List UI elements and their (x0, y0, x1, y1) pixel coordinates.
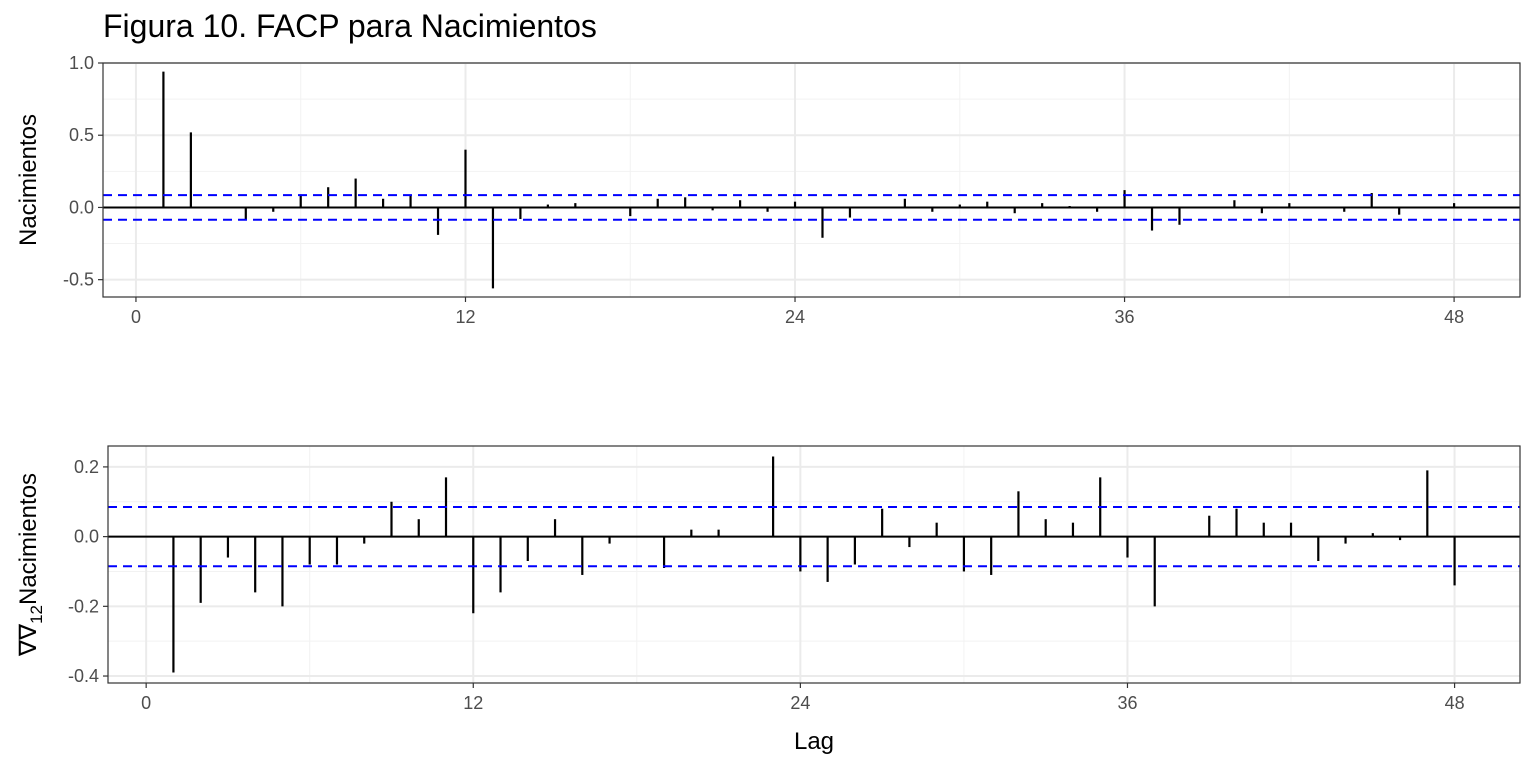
panel-border (107, 445, 1521, 684)
panel-bottom: -0.4 -0.2 0.0 0.2 0 12 24 36 48 ∇∇12Nacimientos La… (15, 445, 1521, 755)
panel-border (102, 62, 1521, 298)
x-tick-label: 12 (463, 693, 483, 713)
y-tick-label: -0.2 (68, 596, 99, 616)
x-tick-label: 36 (1115, 307, 1135, 327)
panel-top: -0.5 0.0 0.5 1.0 0 12 24 36 48 Nacimientos (15, 53, 1521, 327)
x-tick-label: 24 (790, 693, 810, 713)
y-tick-label: 0.0 (74, 527, 99, 547)
y-tick-label: 0.5 (69, 125, 94, 145)
y-tick-label: 0.2 (74, 457, 99, 477)
y-tick-label: 1.0 (69, 53, 94, 73)
x-tick-label: 48 (1445, 693, 1465, 713)
y-axis-label: ∇∇12Nacimientos (15, 473, 46, 657)
y-tick-label: -0.4 (68, 666, 99, 686)
y-tick-label: 0.0 (69, 197, 94, 217)
chart-title: Figura 10. FACP para Nacimientos (103, 8, 597, 44)
x-tick-label: 0 (131, 307, 141, 327)
y-axis-label: Nacimientos (15, 114, 42, 246)
x-tick-label: 12 (455, 307, 475, 327)
x-tick-label: 0 (141, 693, 151, 713)
x-tick-label: 36 (1117, 693, 1137, 713)
x-tick-label: 48 (1444, 307, 1464, 327)
x-axis-label: Lag (794, 728, 834, 755)
y-tick-label: -0.5 (63, 270, 94, 290)
x-tick-label: 24 (785, 307, 805, 327)
